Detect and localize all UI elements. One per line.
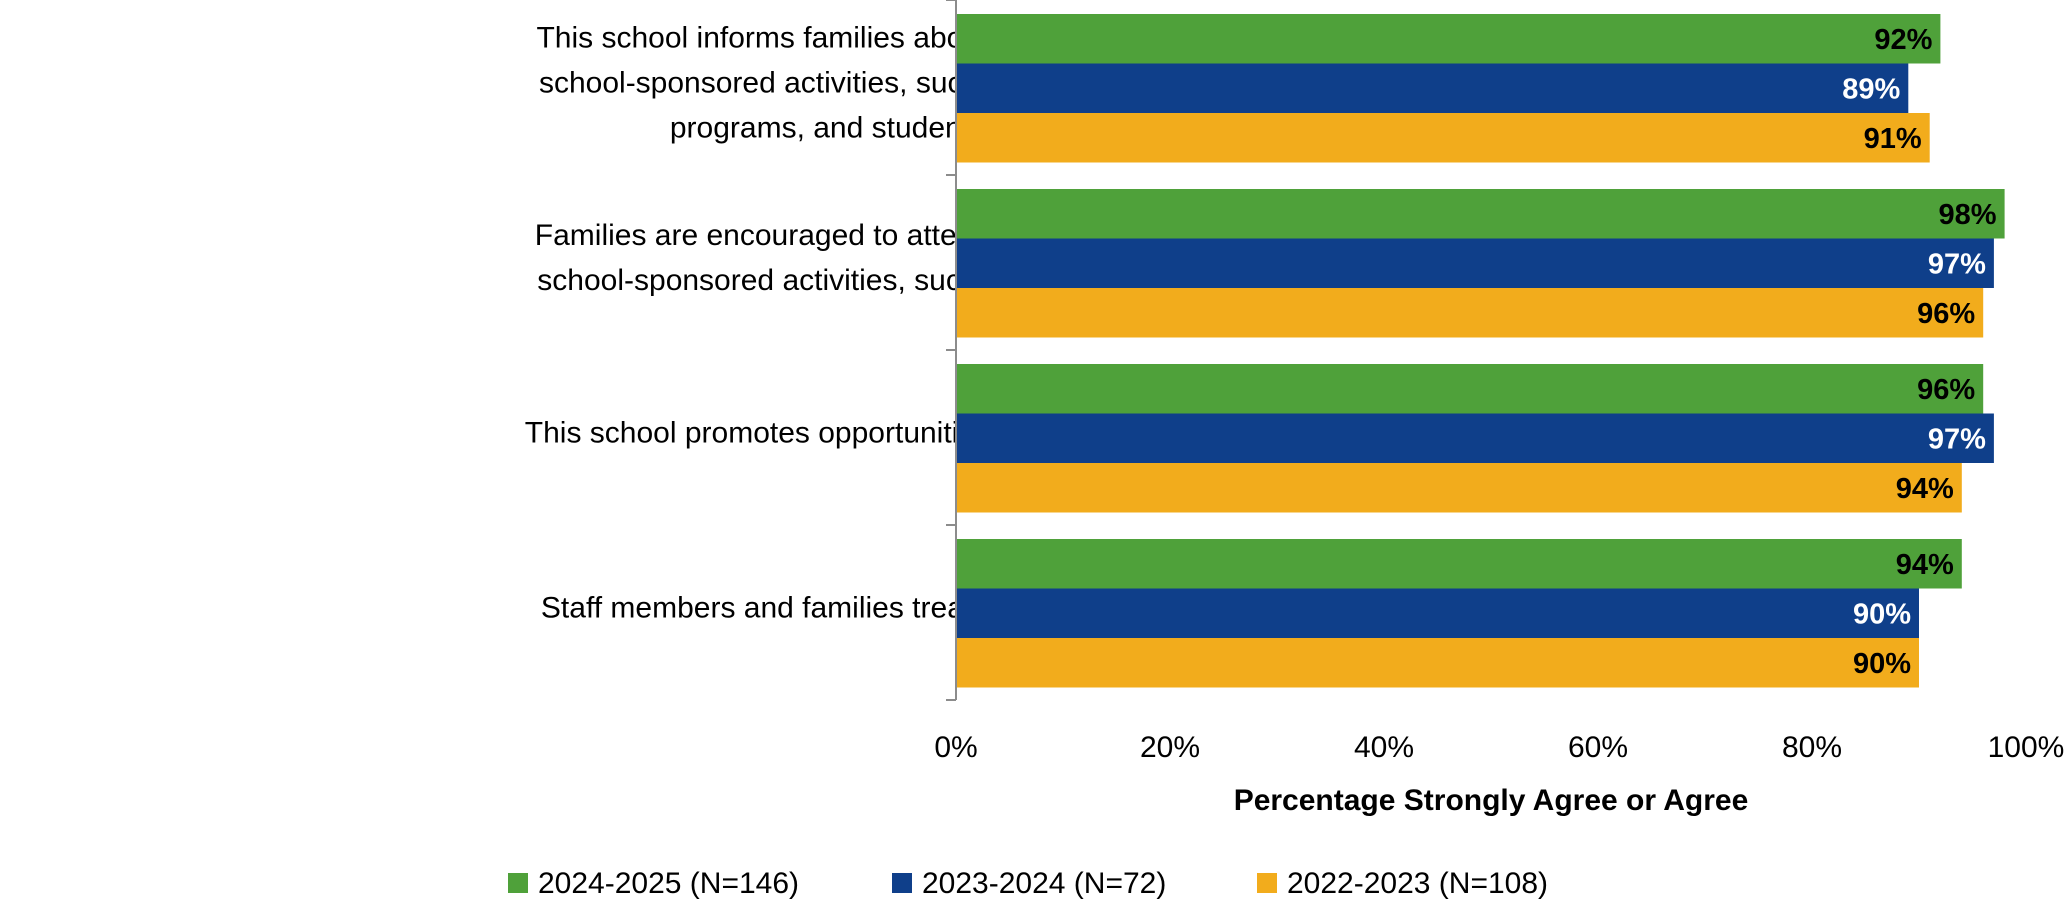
x-tick-label: 40% [1354,731,1414,764]
legend-swatch [1257,873,1277,893]
bar-1-1 [956,14,1941,64]
bars [956,14,2005,688]
bar-3-1 [956,113,1930,163]
x-tick-label: 20% [1140,731,1200,764]
bar-1-3 [956,364,1984,414]
legend-swatch [508,873,528,893]
data-label: 91% [1864,123,1922,155]
legend-label: 2022-2023 (N=108) [1287,867,1548,900]
data-label: 97% [1928,248,1986,280]
data-label: 96% [1917,374,1975,406]
bar-2-3 [956,413,1994,463]
axes [946,0,957,701]
bar-2-4 [956,588,1919,638]
bar-3-4 [956,638,1919,688]
value-labels: 92% 89% 91% 98% 97% 96% 96% 97% 94% 94% 90% 90% [1842,24,1997,680]
x-tick-label: 60% [1568,731,1628,764]
data-label: 90% [1853,648,1911,680]
data-label: 94% [1896,549,1954,581]
data-label: 96% [1917,298,1975,330]
x-tick-label: 0% [934,731,977,764]
legend: 2024-2025 (N=146) 2023-2024 (N=72) 2022-20… [508,867,1548,900]
legend-label: 2023-2024 (N=72) [922,867,1166,900]
x-tick-label: 100% [1988,731,2065,764]
data-label: 89% [1842,73,1900,105]
x-tick-label: 80% [1782,731,1842,764]
data-label: 97% [1928,423,1986,455]
legend-swatch [892,873,912,893]
data-label: 98% [1939,199,1997,231]
bar-2-1 [956,63,1909,113]
x-axis-title: Percentage Strongly Agree or Agree [1234,784,1749,817]
bar-3-2 [956,288,1984,338]
legend-label: 2024-2025 (N=146) [538,867,799,900]
data-label: 94% [1896,473,1954,505]
bar-2-2 [956,238,1994,288]
x-tick-labels: 0% 20% 40% 60% 80% 100% [934,731,2064,764]
bar-1-4 [956,539,1962,589]
bar-3-3 [956,463,1962,513]
data-label: 90% [1853,598,1911,630]
data-label: 92% [1874,24,1932,56]
bar-1-2 [956,189,2005,239]
